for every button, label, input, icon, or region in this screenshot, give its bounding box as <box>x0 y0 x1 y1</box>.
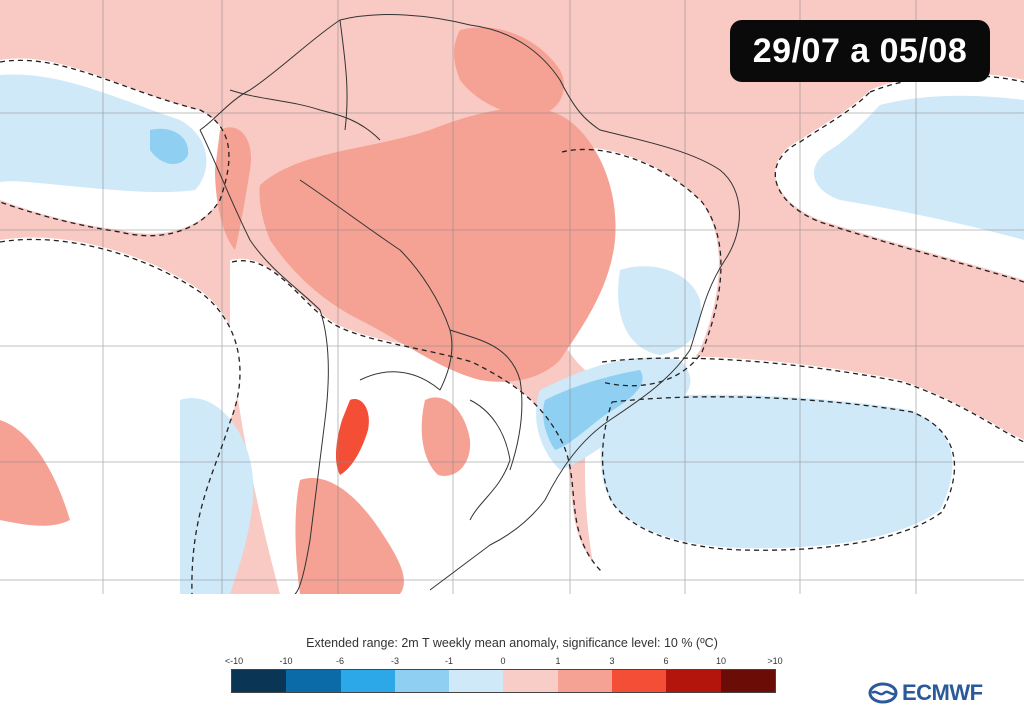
legend-tick-label: 1 <box>555 656 561 666</box>
legend-swatch <box>232 670 287 692</box>
legend-title: Extended range: 2m T weekly mean anomaly… <box>306 636 718 650</box>
legend-tick-label: -3 <box>390 656 400 666</box>
legend-tick-labels: <-10 -10 -6 -3 -1 0 1 3 6 10 >10 <box>0 656 1024 668</box>
logo-text: ECMWF <box>902 680 983 705</box>
legend-tick-label: 3 <box>609 656 615 666</box>
ecmwf-logo: ECMWF <box>868 680 983 706</box>
legend-tick-label: -1 <box>444 656 454 666</box>
map-canvas <box>0 0 1024 594</box>
legend-tick-label: -10 <box>279 656 293 666</box>
legend-tick-label: -6 <box>335 656 345 666</box>
legend-swatch <box>394 670 450 692</box>
legend-swatch <box>503 670 558 692</box>
legend-tick-label: <-10 <box>224 656 244 666</box>
positive-anomaly-zones <box>0 27 616 594</box>
ecmwf-logo-icon <box>868 682 898 704</box>
graticule <box>0 0 1024 594</box>
legend-swatch <box>340 670 395 692</box>
legend-swatch <box>720 670 775 692</box>
anomaly-map: 29/07 a 05/08 <box>0 0 1024 594</box>
legend-swatch <box>612 670 667 692</box>
legend-tick-label: 0 <box>500 656 506 666</box>
negative-anomaly-zones <box>0 74 1024 594</box>
stronger-negative-zones <box>150 128 643 450</box>
date-range-badge: 29/07 a 05/08 <box>730 20 990 82</box>
legend-tick-label: >10 <box>767 656 783 666</box>
legend-swatch <box>557 670 613 692</box>
legend-colorbar <box>231 669 776 693</box>
legend-tick-label: 6 <box>663 656 669 666</box>
coastlines <box>199 14 740 594</box>
legend-tick-label: 10 <box>715 656 727 666</box>
legend-swatch <box>286 670 341 692</box>
strong-positive-zone <box>335 399 369 475</box>
legend-swatch <box>666 670 721 692</box>
legend-swatch <box>449 670 504 692</box>
